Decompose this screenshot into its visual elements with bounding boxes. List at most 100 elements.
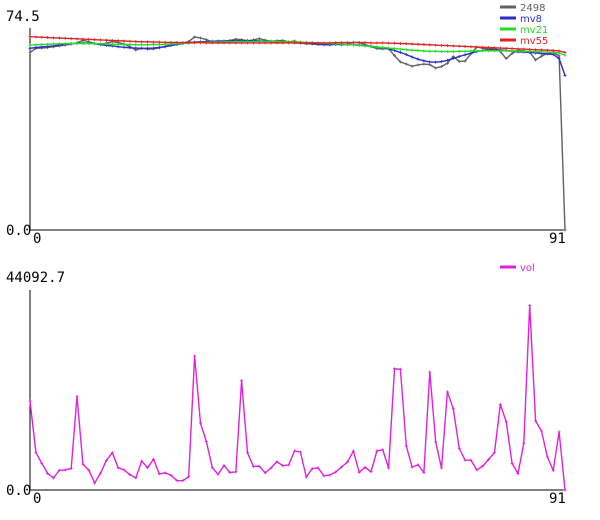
data-point-mv55-88 (545, 48, 549, 52)
data-point-vol-28 (193, 354, 197, 358)
data-point-mv21-61 (387, 46, 391, 50)
data-point-vol-4 (52, 476, 56, 480)
data-point-2498-70 (440, 65, 444, 69)
data-point-mv21-13 (104, 42, 108, 46)
data-point-vol-69 (434, 440, 438, 444)
data-point-mv55-33 (222, 41, 226, 45)
data-point-mv21-77 (481, 49, 485, 53)
volume-series-group (28, 303, 567, 492)
data-point-mv55-79 (492, 46, 496, 50)
data-point-2498-90 (557, 54, 561, 58)
data-point-mv55-3 (46, 35, 50, 39)
data-point-vol-29 (198, 421, 202, 425)
data-point-mv8-0 (28, 46, 32, 50)
data-point-mv55-13 (104, 38, 108, 42)
data-point-mv21-12 (99, 42, 103, 46)
data-point-mv55-72 (451, 44, 455, 48)
data-point-mv55-51 (328, 41, 332, 45)
data-point-mv55-42 (275, 41, 279, 45)
volume-y-max-label: 44092.7 (6, 270, 65, 286)
data-point-mv55-62 (393, 41, 397, 45)
data-point-mv21-59 (375, 45, 379, 49)
volume-legend: vol (500, 263, 535, 274)
data-point-mv55-61 (387, 41, 391, 45)
data-point-vol-75 (469, 458, 473, 462)
data-point-vol-73 (457, 446, 461, 450)
volume-y-min-label: 0.0 (6, 483, 31, 499)
data-point-mv8-21 (151, 46, 155, 50)
data-point-vol-67 (422, 470, 426, 474)
data-point-vol-19 (140, 459, 144, 463)
data-point-vol-43 (281, 464, 285, 468)
data-point-mv21-67 (422, 49, 426, 53)
data-point-mv55-90 (557, 49, 561, 53)
data-point-2498-66 (416, 63, 420, 67)
data-point-mv21-18 (134, 43, 138, 47)
data-point-mv55-10 (87, 37, 91, 41)
data-point-mv21-71 (445, 50, 449, 54)
data-point-mv55-89 (551, 49, 555, 53)
data-point-mv8-19 (140, 46, 144, 50)
data-point-vol-33 (222, 464, 226, 468)
data-point-vol-42 (275, 460, 279, 464)
data-point-vol-9 (81, 462, 85, 466)
data-point-mv8-18 (134, 46, 138, 50)
data-point-mv55-25 (175, 40, 179, 44)
data-point-vol-12 (99, 471, 103, 475)
data-point-mv55-71 (445, 44, 449, 48)
data-point-mv21-15 (116, 42, 120, 46)
data-point-vol-39 (257, 464, 261, 468)
data-point-mv8-69 (434, 60, 438, 64)
data-point-vol-16 (122, 468, 126, 472)
data-point-mv21-5 (57, 42, 61, 46)
data-point-mv55-50 (322, 41, 326, 45)
data-point-mv55-81 (504, 46, 508, 50)
data-point-mv21-9 (81, 41, 85, 45)
price-series-group (28, 35, 567, 232)
data-point-mv8-20 (146, 46, 150, 50)
data-point-vol-52 (334, 470, 338, 474)
data-point-vol-26 (181, 479, 185, 483)
data-point-vol-53 (340, 465, 344, 469)
data-point-mv21-1 (34, 43, 38, 47)
data-point-mv8-68 (428, 60, 432, 64)
data-point-mv55-75 (469, 45, 473, 49)
price-plot-area (30, 28, 565, 230)
data-point-mv21-76 (475, 49, 479, 53)
data-point-mv21-20 (146, 43, 150, 47)
data-point-vol-76 (475, 468, 479, 472)
data-point-vol-13 (104, 458, 108, 462)
price-x-max-label: 91 (549, 231, 566, 247)
data-point-vol-88 (545, 455, 549, 459)
data-point-mv8-17 (128, 46, 132, 50)
data-point-vol-60 (381, 448, 385, 452)
data-point-mv55-82 (510, 47, 514, 51)
data-point-mv55-30 (204, 41, 208, 45)
data-point-mv55-76 (475, 45, 479, 49)
data-point-mv21-0 (28, 43, 32, 47)
data-point-mv8-66 (416, 57, 420, 61)
data-point-mv8-67 (422, 59, 426, 63)
data-point-mv8-16 (122, 45, 126, 49)
volume-chart: 44092.7 0.0 0 91 vol (6, 263, 567, 507)
data-point-vol-63 (398, 367, 402, 371)
data-point-mv55-91 (563, 50, 567, 54)
data-point-2498-71 (445, 61, 449, 65)
data-point-2498-29 (198, 36, 202, 40)
data-point-mv8-74 (463, 53, 467, 57)
data-point-mv55-40 (263, 41, 267, 45)
data-point-mv21-70 (440, 50, 444, 54)
data-point-vol-65 (410, 465, 414, 469)
data-point-vol-78 (487, 457, 491, 461)
legend-label-2498: 2498 (520, 3, 545, 14)
data-point-mv55-56 (357, 41, 361, 45)
legend-label-mv21: mv21 (520, 25, 548, 36)
data-point-mv21-64 (404, 48, 408, 52)
data-point-mv8-1 (34, 46, 38, 50)
data-point-mv21-11 (93, 42, 97, 46)
data-point-mv55-15 (116, 39, 120, 43)
data-point-mv55-46 (298, 41, 302, 45)
data-point-vol-72 (451, 407, 455, 411)
data-point-2498-62 (393, 54, 397, 58)
data-point-vol-21 (151, 457, 155, 461)
